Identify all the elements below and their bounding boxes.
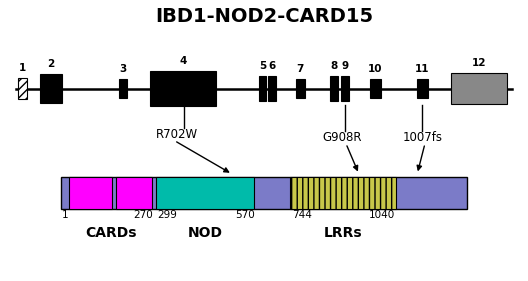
Text: G908R: G908R — [322, 131, 362, 144]
Text: NOD: NOD — [187, 226, 222, 240]
Text: 4: 4 — [180, 56, 187, 66]
Text: 6: 6 — [268, 61, 276, 71]
Bar — [259, 76, 266, 101]
Text: 3: 3 — [119, 64, 127, 74]
Text: 7: 7 — [297, 64, 304, 74]
Bar — [40, 74, 62, 103]
Bar — [18, 78, 27, 99]
Bar — [69, 177, 112, 209]
Text: IBD1-NOD2-CARD15: IBD1-NOD2-CARD15 — [155, 7, 373, 26]
Text: 270: 270 — [133, 210, 153, 220]
Text: 299: 299 — [157, 210, 177, 220]
Bar — [156, 177, 254, 209]
Text: R702W: R702W — [156, 128, 198, 141]
Bar — [341, 76, 349, 101]
Bar — [268, 76, 276, 101]
Text: 5: 5 — [259, 61, 266, 71]
Text: 10: 10 — [368, 64, 383, 74]
Text: CARDs: CARDs — [85, 226, 137, 240]
Text: 744: 744 — [292, 210, 312, 220]
Text: 9: 9 — [341, 61, 348, 71]
Bar — [290, 177, 396, 209]
Bar — [116, 177, 152, 209]
Text: 11: 11 — [415, 64, 430, 74]
Text: 570: 570 — [235, 210, 255, 220]
Text: 1: 1 — [62, 210, 69, 220]
Bar — [451, 73, 507, 104]
Text: 2: 2 — [47, 59, 54, 69]
Bar — [296, 79, 305, 98]
Text: 8: 8 — [331, 61, 338, 71]
Bar — [417, 79, 428, 98]
Text: 1040: 1040 — [369, 210, 395, 220]
Text: LRRs: LRRs — [324, 226, 363, 240]
Text: 12: 12 — [472, 58, 486, 68]
Text: 1: 1 — [19, 63, 26, 73]
Bar — [61, 177, 467, 209]
Bar — [330, 76, 338, 101]
Text: 1007fs: 1007fs — [402, 131, 442, 144]
Bar — [150, 71, 216, 106]
Bar — [370, 79, 381, 98]
Bar — [119, 79, 127, 98]
